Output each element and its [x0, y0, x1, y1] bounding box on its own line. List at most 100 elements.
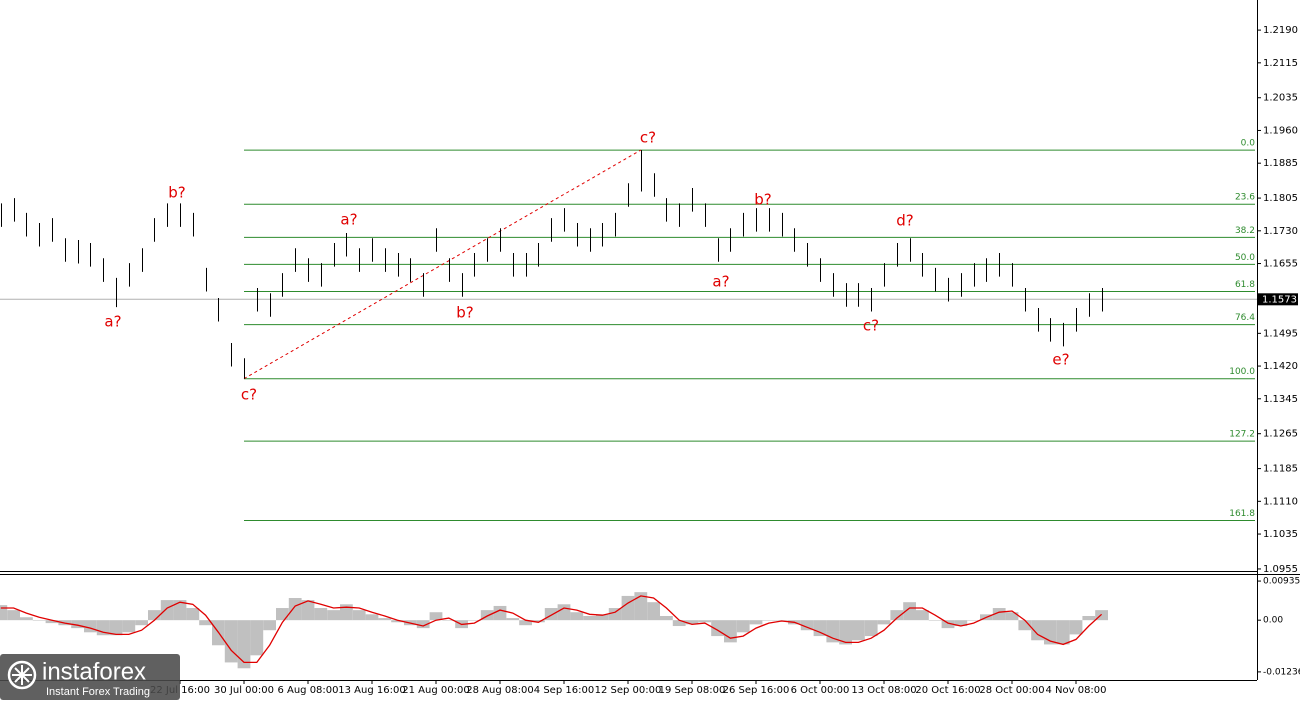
wave-label: e?: [1052, 351, 1069, 369]
x-tick-label: 21 Aug 00:00: [402, 685, 469, 696]
histogram-bar: [967, 620, 980, 621]
y-tick-label: 0.00: [1263, 616, 1283, 626]
histogram-bar: [173, 600, 187, 621]
wave-label: c?: [241, 386, 257, 404]
fib-level-label: 100.0: [1229, 367, 1255, 377]
x-tick-label: 20 Oct 16:00: [915, 685, 980, 696]
wave-label: b?: [456, 304, 473, 322]
histogram-bar: [724, 620, 737, 643]
y-tick-label: 1.1655: [1263, 259, 1298, 270]
histogram-bar: [288, 598, 302, 621]
histogram-bar: [20, 617, 33, 621]
histogram-bar: [647, 602, 660, 621]
logo: instaforex Instant Forex Trading: [0, 654, 180, 700]
histogram-bar: [314, 608, 328, 621]
histogram-bar: [928, 620, 942, 621]
histogram-bar: [890, 610, 904, 621]
wave-label: c?: [863, 317, 879, 335]
histogram-bar: [391, 620, 404, 623]
histogram-bar: [352, 610, 366, 621]
y-tick-label: 1.1185: [1263, 464, 1298, 475]
histogram-bar: [135, 620, 148, 626]
histogram-bar: [570, 612, 584, 621]
histogram-bar: [71, 620, 84, 629]
histogram-bar: [480, 610, 494, 621]
histogram-bar: [634, 592, 648, 621]
x-tick-label: 13 Aug 16:00: [338, 685, 405, 696]
histogram-bar: [378, 618, 392, 621]
histogram-bar: [186, 608, 200, 621]
histogram-bar: [596, 614, 609, 621]
histogram-bar: [992, 608, 1006, 621]
histogram-bar: [839, 620, 852, 645]
current-price-label: 1.1573: [1262, 294, 1297, 305]
wave-label: a?: [340, 211, 357, 229]
y-tick-label: 1.1035: [1263, 529, 1298, 540]
histogram-bar: [237, 620, 251, 669]
histogram-bar: [122, 620, 136, 633]
fib-level-label: 61.8: [1235, 280, 1255, 290]
histogram-bar: [800, 620, 814, 631]
x-tick-label: 4 Nov 08:00: [1045, 685, 1106, 696]
histogram-bar: [493, 605, 507, 621]
histogram-bar: [32, 620, 46, 621]
logo-icon: [12, 665, 32, 685]
histogram-bar: [1056, 620, 1070, 645]
histogram-bar: [442, 620, 456, 621]
histogram-bar: [941, 620, 955, 629]
wave-label: a?: [104, 313, 121, 331]
histogram-bar: [916, 610, 929, 621]
histogram-bar: [698, 620, 712, 623]
histogram-bar: [365, 614, 379, 621]
histogram-bar: [45, 620, 59, 624]
histogram-bar: [557, 604, 571, 621]
histogram-bar: [160, 600, 174, 621]
histogram-bar: [532, 620, 545, 623]
wave-label: c?: [640, 129, 656, 147]
y-tick-label: 1.0955: [1263, 564, 1298, 575]
histogram-bar: [109, 620, 123, 636]
histogram-bar: [276, 608, 289, 621]
histogram-bar: [1044, 620, 1057, 645]
histogram-bar: [7, 610, 20, 621]
histogram-bar: [762, 620, 776, 621]
x-tick-label: 28 Oct 00:00: [979, 685, 1044, 696]
wave-trend-line: [243, 149, 642, 380]
histogram-bar: [0, 605, 8, 621]
y-tick-label: 1.1960: [1263, 125, 1298, 136]
y-tick-label: 1.1110: [1263, 496, 1298, 507]
histogram-bar: [416, 620, 430, 629]
fib-level-label: 76.4: [1235, 313, 1255, 323]
y-tick-label: 1.1805: [1263, 193, 1298, 204]
fib-level-label: 127.2: [1229, 430, 1255, 440]
histogram-bar: [1005, 612, 1019, 621]
histogram-bar: [468, 620, 481, 621]
histogram-bar: [1069, 620, 1083, 635]
histogram-bar: [813, 620, 827, 637]
current-price-box: [1258, 293, 1298, 306]
y-tick-label: 1.1345: [1263, 394, 1298, 405]
fib-level-label: 0.0: [1241, 139, 1256, 149]
histogram-bar: [736, 620, 750, 633]
x-tick-label: 6 Aug 08:00: [277, 685, 338, 696]
y-tick-label: 1.2115: [1263, 58, 1298, 69]
histogram-bar: [506, 618, 520, 621]
fib-level-label: 161.8: [1229, 509, 1255, 519]
logo-tagline: Instant Forex Trading: [46, 686, 150, 698]
histogram-bar: [429, 612, 443, 621]
y-tick-label: 1.2035: [1263, 93, 1298, 104]
histogram-bar: [660, 615, 673, 621]
logo-badge: [0, 654, 180, 700]
x-tick-label: 12 Sep 00:00: [595, 685, 662, 696]
histogram-bar: [852, 620, 865, 641]
y-tick-label: 1.1885: [1263, 158, 1298, 169]
y-tick-label: 1.1730: [1263, 226, 1298, 237]
logo-icon: [7, 660, 37, 690]
histogram-bar: [749, 620, 763, 625]
x-tick-label: 13 Oct 08:00: [851, 685, 916, 696]
y-tick-label: 1.1495: [1263, 328, 1298, 339]
histogram-bar: [583, 615, 596, 621]
